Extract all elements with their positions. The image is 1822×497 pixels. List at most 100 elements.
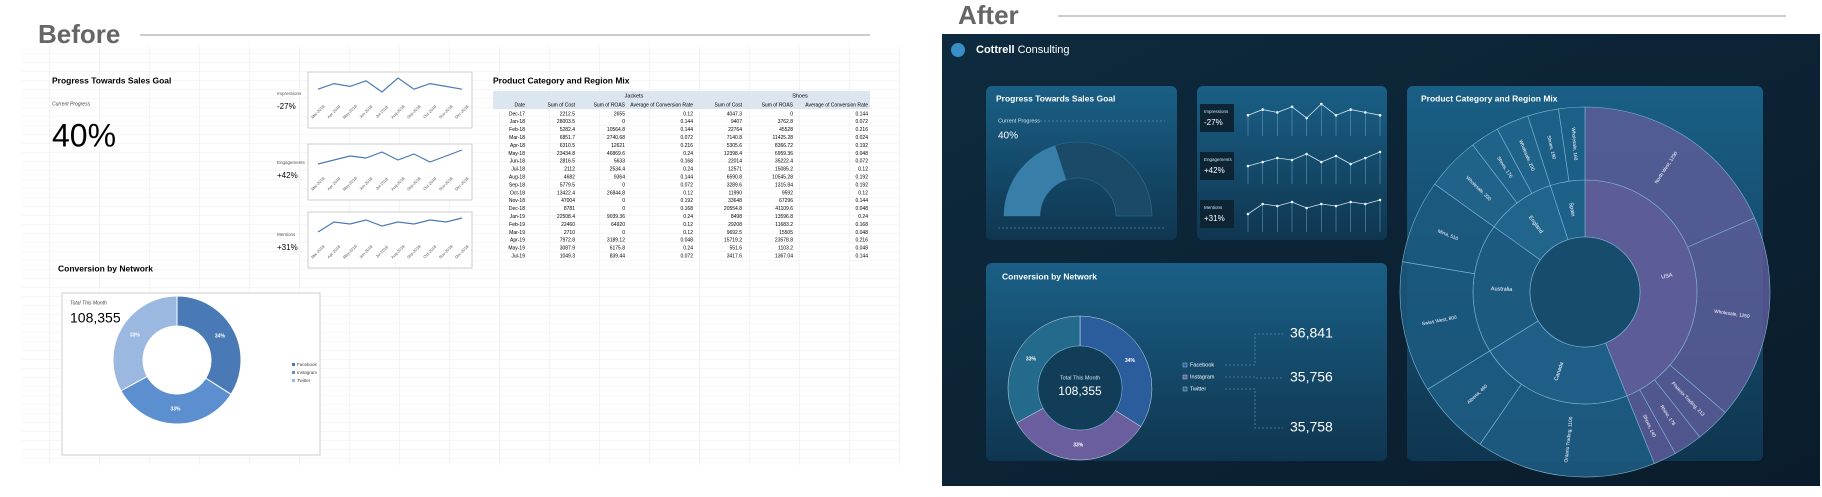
table-cell: 10545.28 bbox=[772, 175, 793, 181]
table-cell: 64920 bbox=[611, 222, 625, 228]
table-cell: 9039.36 bbox=[607, 214, 625, 220]
chart-title: Conversion by Network bbox=[58, 263, 153, 273]
table-cell: 11425.28 bbox=[773, 135, 794, 141]
table-cell: Dec-18 bbox=[509, 206, 525, 212]
legend-swatch bbox=[1182, 362, 1188, 368]
legend-swatch bbox=[292, 379, 295, 382]
table-cell: 0.048 bbox=[855, 151, 868, 157]
table-cell: 5779.5 bbox=[560, 182, 576, 188]
table-cell: 23434.8 bbox=[557, 151, 575, 157]
connector bbox=[1225, 376, 1283, 379]
table-cell: 0.24 bbox=[683, 246, 693, 252]
table-cell: 2710 bbox=[564, 230, 575, 236]
table-cell: 0.192 bbox=[680, 198, 693, 204]
sparkline-change: +31% bbox=[1204, 214, 1225, 223]
table-cell: 22014 bbox=[728, 159, 742, 165]
table-cell: 15719.2 bbox=[724, 238, 742, 244]
table-cell: 0.12 bbox=[858, 190, 868, 196]
table-cell: 0.072 bbox=[855, 119, 868, 125]
table-cell: 6175.8 bbox=[610, 246, 626, 252]
table-cell: 11990 bbox=[728, 190, 742, 196]
table-cell: 0 bbox=[622, 206, 625, 212]
table-cell: 8366.72 bbox=[775, 143, 793, 149]
table-cell: 2740.68 bbox=[607, 135, 625, 141]
table-cell: 22460 bbox=[561, 222, 575, 228]
table-cell: 0.048 bbox=[680, 238, 693, 244]
table-cell: 0.12 bbox=[683, 230, 693, 236]
table-cell: 6310.5 bbox=[560, 143, 576, 149]
region-label: USA bbox=[1661, 272, 1674, 280]
table-cell: 2212.5 bbox=[560, 111, 576, 117]
chart-box bbox=[307, 211, 473, 269]
region-label: Australia bbox=[1491, 286, 1514, 293]
sparkline-label: Impressions bbox=[277, 91, 302, 96]
sunburst-segment bbox=[1558, 106, 1586, 182]
table-cell: 9407 bbox=[731, 119, 742, 125]
table-cell: 0.024 bbox=[855, 135, 868, 141]
table-cell: 0.144 bbox=[680, 175, 693, 181]
table-cell: Jul-19 bbox=[511, 254, 525, 260]
brand-name: Cottrell bbox=[976, 44, 1015, 56]
table-cell: 0.072 bbox=[855, 159, 868, 165]
table-cell: Feb-19 bbox=[509, 222, 525, 228]
table-cell: 45528 bbox=[779, 127, 793, 133]
table-cell: 4682 bbox=[564, 175, 575, 181]
table-cell: 0.24 bbox=[858, 214, 868, 220]
table-cell: Mar-18 bbox=[509, 135, 525, 141]
segment-label: Ontario Trading, 1100 bbox=[1563, 416, 1574, 463]
table-cell: 0.144 bbox=[680, 127, 693, 133]
table-cell: 20554.8 bbox=[724, 206, 742, 212]
table-cell: 1315.84 bbox=[775, 182, 793, 188]
sparkline-change: -27% bbox=[277, 102, 296, 111]
table-group: Jackets bbox=[625, 93, 644, 99]
legend-label: Instagram bbox=[297, 370, 317, 375]
table-cell: 35222.4 bbox=[775, 159, 793, 165]
total-value: 108,355 bbox=[1058, 384, 1102, 398]
table-cell: 4047.3 bbox=[727, 111, 743, 117]
table-cell: 6851.7 bbox=[560, 135, 576, 141]
table-cell: 47004 bbox=[561, 198, 575, 204]
table-cell: 9364 bbox=[614, 175, 625, 181]
table-cell: 26844.8 bbox=[607, 190, 625, 196]
table-cell: 0.12 bbox=[858, 167, 868, 173]
sparkline-label: Impressions bbox=[1204, 109, 1229, 114]
percent-label: 33% bbox=[1073, 442, 1084, 448]
segment-label: Wholesale, 1250 bbox=[1714, 309, 1751, 320]
legend-label: Twitter bbox=[1190, 386, 1206, 392]
table-cell: 8498 bbox=[731, 214, 742, 220]
table-cell: 6959.36 bbox=[775, 151, 793, 157]
legend-label: Facebook bbox=[297, 362, 318, 367]
table-cell: 10564.8 bbox=[607, 127, 625, 133]
progress-value: 40% bbox=[998, 131, 1018, 142]
sparkline-label-box bbox=[1200, 200, 1234, 228]
brand-suffix: Consulting bbox=[1018, 44, 1070, 56]
network-value: 35,758 bbox=[1290, 419, 1333, 435]
table-cell: 13596.8 bbox=[775, 214, 793, 220]
table-cell: 22764 bbox=[728, 127, 742, 133]
table-cell: 0.192 bbox=[855, 143, 868, 149]
table-cell: Dec-17 bbox=[509, 111, 525, 117]
table-cell: Aug-18 bbox=[509, 175, 525, 181]
table-column-header: Date bbox=[514, 102, 525, 108]
region-label: Canada bbox=[1554, 361, 1566, 382]
table-cell: 0.12 bbox=[683, 111, 693, 117]
table-cell: 5282.4 bbox=[560, 127, 576, 133]
table-cell: 2112 bbox=[564, 167, 575, 173]
sunburst-center bbox=[1529, 236, 1641, 348]
table-group: Shoes bbox=[792, 93, 808, 99]
table-cell: 0.168 bbox=[855, 222, 868, 228]
table-cell: 23578.8 bbox=[775, 238, 793, 244]
table-cell: 29208 bbox=[728, 222, 742, 228]
table-header bbox=[493, 91, 870, 109]
table-cell: 46869.6 bbox=[607, 151, 625, 157]
percent-label: 33% bbox=[1026, 356, 1037, 362]
legend-label: Instagram bbox=[1190, 374, 1215, 380]
table-cell: Apr-19 bbox=[510, 238, 525, 244]
sparkline bbox=[1247, 199, 1381, 215]
table-cell: 0.048 bbox=[855, 230, 868, 236]
center-label: Total This Month bbox=[70, 300, 107, 306]
sparkline-label-box bbox=[1200, 104, 1234, 132]
table-cell: 3289.6 bbox=[727, 182, 743, 188]
sparkline bbox=[317, 77, 463, 93]
